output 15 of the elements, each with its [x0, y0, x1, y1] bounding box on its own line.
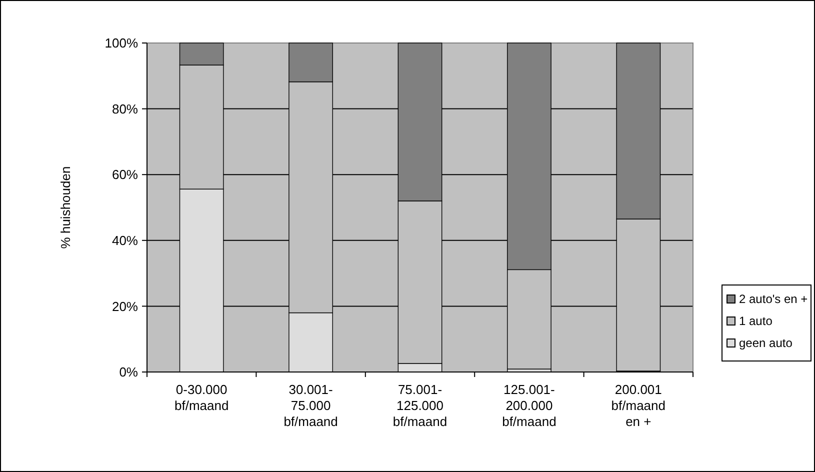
y-axis-title: % huishouden	[58, 166, 73, 249]
x-tick-label: 125.001-200.000 bf/maand	[502, 382, 556, 429]
legend-label: geen auto	[739, 336, 793, 350]
x-tick-label: 0-30.000 bf/maand	[174, 382, 229, 413]
y-tick-label: 80%	[112, 101, 138, 116]
legend-label: 2 auto's en +	[739, 292, 808, 306]
y-tick-label: 100%	[104, 36, 138, 51]
x-tick-label: 30.001-75.000 bf/maand	[284, 382, 338, 429]
y-tick-label: 40%	[112, 232, 138, 248]
y-tick-label: 20%	[112, 298, 138, 314]
x-tick-label: 75.001-125.000 bf/maand	[392, 382, 448, 429]
x-tick-label: 200.001 bf/maand en +	[611, 382, 666, 429]
y-tick-label: 60%	[112, 167, 138, 182]
legend-label: 1 auto	[739, 314, 773, 328]
y-tick-label: 0%	[119, 364, 138, 380]
